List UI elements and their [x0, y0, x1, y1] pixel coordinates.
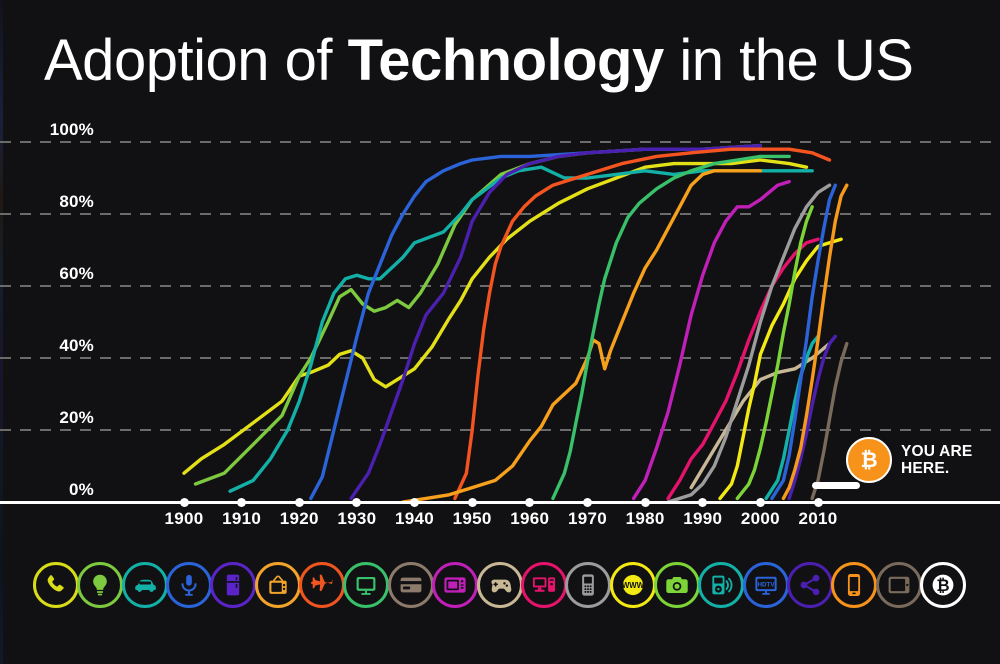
title-prefix: Adoption of: [44, 28, 348, 93]
y-axis-tick-label: 80%: [59, 192, 94, 211]
x-axis: 1900 1910 1920 1930 1940 1950 1960 1970 1980 1990…: [0, 482, 1000, 540]
y-axis-tick-label: 0%: [69, 480, 94, 499]
telephone-icon[interactable]: [33, 562, 79, 608]
x-axis-tick-label: 1900: [164, 509, 204, 528]
x-axis-tick-dot: [698, 498, 708, 507]
car-icon[interactable]: [121, 562, 168, 608]
series-line: [631, 179, 791, 501]
x-axis-tick-dot: [237, 498, 247, 507]
series-line: [551, 154, 791, 501]
credit-card-icon[interactable]: [387, 562, 434, 608]
you-are-here-line1: YOU ARE: [901, 442, 973, 460]
series-line: [770, 183, 837, 501]
x-axis-tick-dot: [755, 498, 765, 507]
x-axis-tick-dot: [352, 498, 362, 507]
lightbulb-icon[interactable]: [77, 562, 124, 608]
microwave-icon[interactable]: [432, 562, 479, 608]
series-line: [401, 169, 763, 504]
series-line: [453, 147, 832, 501]
x-axis-tick-dot: [582, 498, 592, 507]
gridlines: [0, 141, 1000, 431]
series-line: [781, 183, 849, 501]
x-axis-tick-label: 2000: [740, 509, 780, 528]
series-line: [666, 237, 820, 501]
x-axis-tick-dot: [294, 498, 304, 507]
chart-svg: [0, 141, 1000, 504]
tablet-icon[interactable]: [875, 562, 922, 608]
chart-plot-area: [0, 118, 1000, 510]
x-axis-tick-label: 1940: [395, 509, 435, 528]
y-axis-labels: 0% 20% 40% 60% 80% 100%: [14, 118, 94, 510]
x-axis-tick-label: 1980: [625, 509, 665, 528]
game-controller-icon[interactable]: [476, 562, 523, 608]
series-line: [666, 183, 832, 504]
microphone-icon[interactable]: [166, 562, 213, 608]
y-axis-tick-label: 20%: [59, 408, 94, 427]
x-axis-tick-label: 1920: [279, 509, 319, 528]
tv-icon[interactable]: [254, 562, 301, 608]
series-lines: [182, 143, 849, 504]
svg-text:HDTV: HDTV: [757, 581, 775, 588]
y-axis-tick-label: 60%: [59, 264, 94, 283]
x-axis-tick-dot: [467, 498, 477, 507]
present-day-marker: [812, 482, 860, 489]
page-title: Adoption of Technology in the US: [44, 32, 914, 90]
share-icon[interactable]: [786, 562, 833, 608]
x-axis-tick-label: 1910: [222, 509, 262, 528]
mp3-player-icon[interactable]: [698, 562, 745, 608]
you-are-here-text: YOU ARE HERE.: [901, 443, 972, 478]
airplane-icon[interactable]: [299, 562, 346, 608]
you-are-here-annotation: ₿ YOU ARE HERE.: [846, 437, 972, 483]
refrigerator-icon[interactable]: [210, 562, 257, 608]
computer-icon[interactable]: [520, 562, 567, 608]
x-axis-tick-label: 1970: [567, 509, 607, 528]
svg-text:WWW: WWW: [622, 581, 645, 590]
x-axis-tick-dot: [525, 498, 535, 507]
x-axis-tick-dot: [813, 498, 823, 507]
y-axis-tick-label: 40%: [59, 336, 94, 355]
series-line: [810, 341, 849, 501]
smartphone-icon[interactable]: [831, 562, 878, 608]
hdtv-icon[interactable]: HDTV: [742, 562, 789, 608]
title-emphasis: Technology: [347, 28, 665, 93]
x-axis-tick-label: 1930: [337, 509, 377, 528]
you-are-here-line2: HERE.: [901, 460, 950, 477]
x-axis-tick-label: 2010: [798, 509, 838, 528]
series-line: [718, 237, 843, 501]
svg-text:₿: ₿: [860, 449, 877, 472]
svg-text:₿: ₿: [936, 577, 949, 595]
series-line: [349, 143, 763, 501]
x-axis-tick-dot: [179, 498, 189, 507]
x-axis-tick-dot: [410, 498, 420, 507]
title-suffix: in the US: [663, 28, 914, 93]
cellphone-icon[interactable]: [565, 562, 612, 608]
series-line: [735, 205, 814, 501]
bitcoin-icon: ₿: [846, 437, 892, 483]
x-axis-tick-dot: [640, 498, 650, 507]
y-axis-tick-label: 100%: [49, 120, 94, 139]
x-axis-line: [0, 501, 1000, 504]
x-axis-tick-label: 1960: [510, 509, 550, 528]
x-axis-tick-label: 1990: [683, 509, 723, 528]
technology-icon-legend: WWW HDTV ₿: [0, 556, 1000, 626]
series-line: [787, 334, 837, 501]
camera-icon[interactable]: [653, 562, 700, 608]
left-edge-strip: [0, 0, 3, 664]
series-line: [764, 334, 820, 501]
www-icon[interactable]: WWW: [609, 562, 656, 608]
series-line: [228, 165, 814, 493]
bitcoin-icon[interactable]: ₿: [920, 562, 966, 608]
x-axis-tick-label: 1950: [452, 509, 492, 528]
color-tv-icon[interactable]: [343, 562, 390, 608]
